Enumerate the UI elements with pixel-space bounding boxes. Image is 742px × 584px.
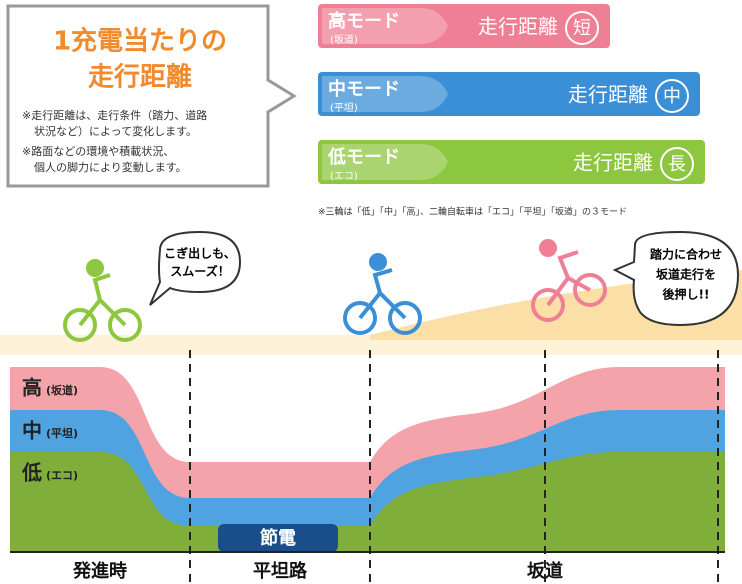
mode-name: 高モード [328,10,400,32]
bike-green [65,261,140,340]
section-label: 発進時 [72,560,127,582]
callout-note: ※走行距離は、走行条件（踏力、道路 [22,108,207,122]
mode-label: 走行距離 [573,151,653,175]
bubble-text: スムーズ！ [170,264,229,279]
bubble-text: 坂道走行を [656,267,716,282]
band-name: 中 [22,419,42,443]
saving-label: 節電 [260,527,296,549]
bike-blue [345,255,420,333]
mode-label: 走行距離 [478,15,558,39]
mode-name: 低モード [327,146,400,168]
mode-sub: (平坦) [330,101,358,114]
bubble-text: 後押し!! [663,287,710,302]
mode-mark: 中 [663,86,681,107]
mode-mark: 長 [668,154,686,175]
section-label: 坂道 [527,560,563,582]
mode-sub: (坂道) [330,33,358,46]
bubble-text: 踏力に合わせ [650,247,722,262]
band-sub: (エコ) [46,469,78,482]
band-name: 低 [21,461,42,485]
bubble-text: こぎ出しも、 [164,246,236,261]
infographic: 1充電当たりの 走行距離 ※走行距離は、走行条件（踏力、道路 状況など）によって… [0,0,742,584]
mode-name: 中モード [328,78,400,100]
callout-note: 個人の脚力により変動します。 [34,160,187,174]
band-sub: (坂道) [46,383,78,397]
callout-title: 1充電当たりの [53,26,227,57]
band-name: 高 [22,376,42,400]
mode-mark: 短 [573,18,591,39]
mode-sub: (エコ) [330,171,358,182]
callout-note: 状況など）によって変化します。 [34,124,197,138]
callout-title: 走行距離 [88,62,192,93]
mode-label: 走行距離 [568,83,648,107]
section-label: 平坦路 [253,560,308,582]
callout-note: ※路面などの環境や積載状況、 [22,144,174,158]
band-sub: (平坦) [46,426,78,440]
footnote: ※三輪は「低」「中」「高」、二輪自転車は「エコ」「平坦」「坂道」の３モード [318,206,627,218]
